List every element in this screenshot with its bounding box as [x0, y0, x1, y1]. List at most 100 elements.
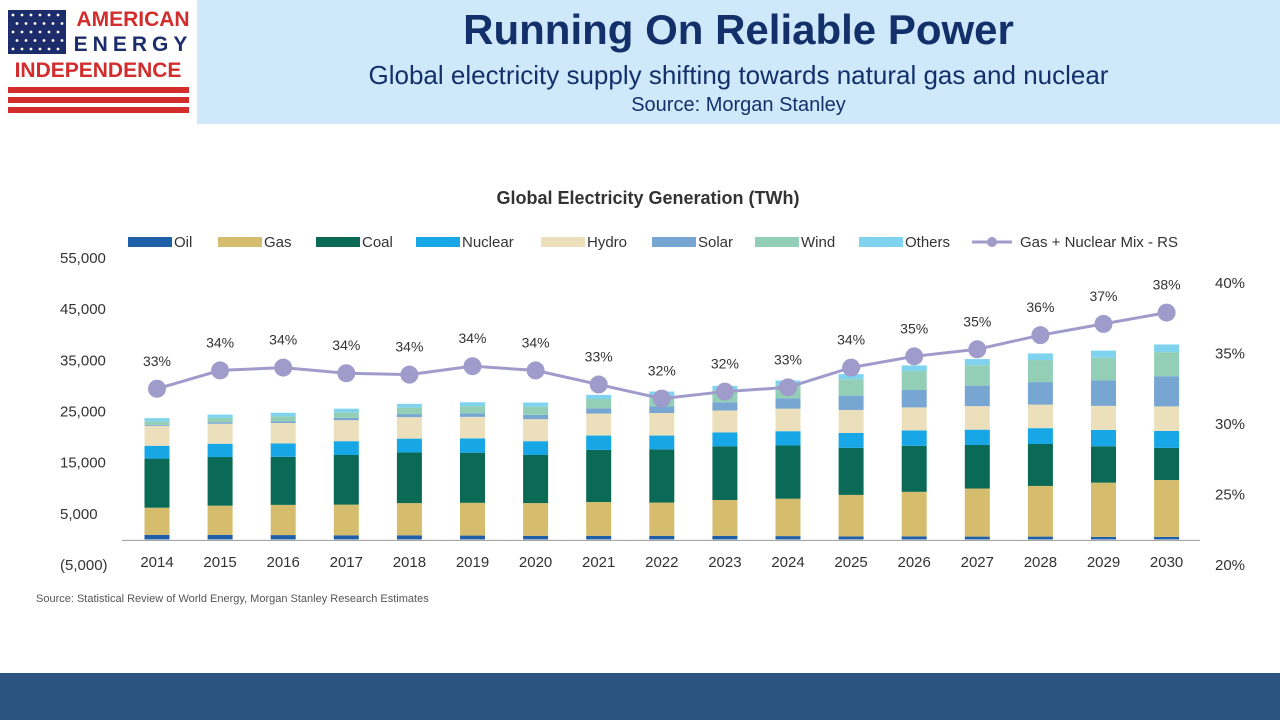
mix-point-2024	[779, 378, 797, 397]
y-axis-right: 40% 35% 30% 25% 20%	[1215, 275, 1245, 574]
bar-coal-2016	[270, 456, 296, 505]
bar-coal-2021	[586, 449, 612, 503]
bar-hydro-2027	[964, 406, 990, 430]
bar-others-2016	[270, 412, 296, 417]
legend-label-coal: Coal	[362, 234, 393, 251]
legend-label-nuclear: Nuclear	[462, 234, 514, 251]
x-tick-label: 2020	[519, 554, 552, 571]
bar-solar-2020	[523, 414, 549, 420]
mix-data-label: 33%	[585, 349, 613, 365]
x-tick-label: 2025	[834, 554, 867, 571]
mix-point-2029	[1094, 314, 1113, 333]
bar-coal-2027	[964, 445, 990, 489]
bar-coal-2014	[144, 458, 170, 508]
y-axis-left: 55,000 45,000 35,000 25,000 15,000 5,000 (5,00…	[60, 250, 108, 574]
legend-swatch-coal	[316, 237, 360, 247]
x-tick-label: 2022	[645, 554, 678, 571]
y-tick-label: 35,000	[60, 352, 106, 369]
header-source: Source: Morgan Stanley	[631, 94, 846, 116]
bar-hydro-2030	[1154, 406, 1180, 431]
x-tick-label: 2014	[140, 554, 173, 571]
bar-nuclear-2021	[586, 435, 612, 450]
bar-solar-2023	[712, 402, 738, 411]
mix-point-2017	[337, 364, 356, 383]
electricity-generation-chart: Global Electricity Generation (TWh) Oil G…	[36, 188, 1245, 605]
bar-solar-2014	[144, 424, 170, 426]
brand-line2: ENERGY	[74, 33, 193, 56]
bar-nuclear-2017	[333, 441, 359, 455]
bar-gas-2023	[712, 500, 738, 536]
bar-gas-2015	[207, 505, 233, 535]
y-tick-label: 55,000	[60, 250, 106, 267]
y-tick-label: 5,000	[60, 506, 98, 523]
bar-coal-2017	[333, 454, 359, 505]
bar-coal-2020	[523, 454, 549, 504]
legend-label-gas: Gas	[264, 234, 292, 251]
bar-oil-2018	[396, 535, 422, 540]
mix-point-2021	[589, 375, 608, 394]
mix-data-label: 33%	[143, 353, 171, 369]
bar-wind-2028	[1027, 360, 1053, 383]
bar-wind-2025	[838, 379, 864, 396]
bar-others-2026	[901, 365, 927, 372]
bar-others-2019	[460, 402, 485, 407]
bar-solar-2018	[396, 414, 422, 418]
x-tick-label: 2016	[267, 554, 300, 571]
bar-gas-2021	[586, 502, 612, 536]
bar-coal-2029	[1091, 446, 1116, 483]
bar-gas-2028	[1027, 485, 1053, 537]
x-tick-label: 2021	[582, 554, 615, 571]
bar-hydro-2026	[901, 407, 927, 431]
bar-coal-2030	[1154, 447, 1180, 481]
mix-data-label: 34%	[458, 330, 486, 346]
bar-hydro-2018	[396, 417, 422, 439]
bar-gas-2026	[901, 491, 927, 537]
mix-point-2018	[400, 365, 419, 384]
bar-solar-2016	[270, 421, 296, 424]
mix-data-label: 33%	[774, 351, 802, 367]
bar-coal-2028	[1027, 443, 1053, 486]
bar-gas-2024	[775, 498, 801, 537]
x-tick-label: 2027	[961, 554, 994, 571]
brand-line3: INDEPENDENCE	[15, 59, 182, 82]
legend-label-mix: Gas + Nuclear Mix - RS	[1020, 234, 1178, 251]
bar-gas-2017	[333, 504, 359, 536]
mix-data-label: 34%	[269, 332, 297, 348]
bar-oil-2026	[901, 536, 927, 540]
bar-coal-2026	[901, 445, 927, 492]
x-tick-label: 2024	[771, 554, 804, 571]
bar-hydro-2021	[586, 413, 612, 436]
y2-tick-label: 35%	[1215, 346, 1245, 363]
bar-oil-2028	[1027, 536, 1053, 540]
mix-data-label: 34%	[522, 334, 550, 350]
bar-gas-2029	[1091, 482, 1116, 537]
bar-solar-2028	[1027, 382, 1053, 405]
bar-oil-2014	[144, 534, 170, 540]
bar-solar-2021	[586, 408, 612, 414]
bar-wind-2026	[901, 371, 927, 391]
mix-line	[156, 311, 1167, 401]
bar-hydro-2024	[775, 408, 801, 432]
page-subtitle: Global electricity supply shifting towar…	[368, 60, 1109, 90]
mix-point-2027	[968, 340, 987, 359]
mix-data-label: 32%	[648, 363, 676, 379]
bar-gas-2027	[964, 488, 990, 537]
mix-point-2030	[1157, 303, 1176, 322]
mix-data-label: 35%	[900, 320, 928, 336]
bar-gas-2014	[144, 507, 170, 535]
mix-point-2015	[211, 361, 230, 380]
bar-wind-2014	[144, 421, 170, 425]
bar-nuclear-2020	[523, 441, 549, 455]
bar-wind-2015	[207, 417, 233, 423]
legend-swatch-solar	[652, 237, 696, 247]
bar-nuclear-2023	[712, 432, 738, 447]
bar-gas-2020	[523, 503, 549, 536]
bar-solar-2029	[1091, 380, 1116, 406]
brand-logo: AMERICAN ENERGY INDEPENDENCE	[0, 0, 197, 124]
bar-solar-2027	[964, 385, 990, 407]
flag-logo-icon: AMERICAN ENERGY INDEPENDENCE	[8, 8, 193, 113]
bar-others-2021	[586, 394, 612, 399]
bar-hydro-2022	[649, 413, 675, 436]
y-tick-label: (5,000)	[60, 557, 108, 574]
mix-data-label: 34%	[837, 332, 865, 348]
